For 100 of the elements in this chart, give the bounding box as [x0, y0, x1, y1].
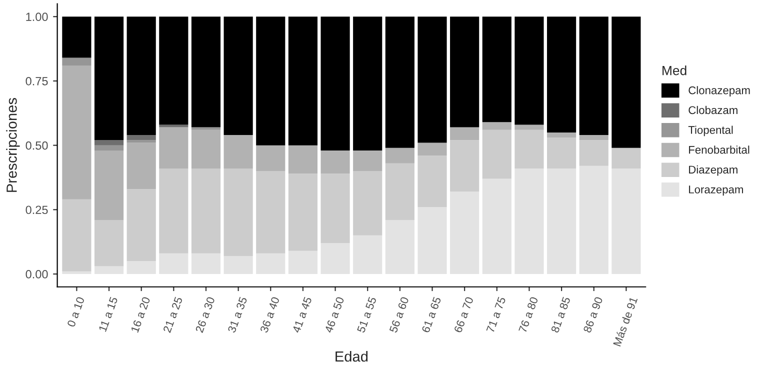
bar: [288, 174, 318, 251]
bar: [126, 189, 156, 262]
x-tick-label: 56 a 60: [389, 296, 409, 334]
bar: [288, 16, 318, 146]
bar: [514, 168, 544, 274]
x-tick-label: 41 a 45: [292, 296, 312, 334]
bar: [353, 16, 382, 150]
bar: [579, 16, 608, 136]
bar: [94, 16, 124, 140]
bar: [320, 150, 350, 174]
bar: [450, 16, 480, 128]
bar: [450, 192, 480, 274]
bar: [94, 145, 124, 150]
bar: [482, 16, 512, 122]
bar: [62, 199, 92, 272]
bar: [579, 166, 608, 274]
x-tick-label: 71 a 75: [486, 296, 506, 333]
bar: [482, 122, 512, 130]
bar: [224, 256, 253, 274]
bar: [256, 145, 286, 172]
bar: [514, 16, 544, 125]
legend-label: Lorazepam: [689, 186, 743, 196]
x-tick-label: 0 a 10: [66, 296, 85, 328]
bar: [191, 127, 221, 130]
bar: [159, 253, 188, 274]
bar: [288, 250, 318, 274]
bar: [353, 171, 382, 236]
x-tick-label: 61 a 65: [422, 296, 442, 333]
bar: [224, 16, 253, 136]
y-axis-title: Prescripciones: [6, 98, 20, 192]
legend-label: Diazepam: [689, 165, 738, 176]
x-tick-label: 86 a 90: [583, 296, 603, 334]
bar: [482, 178, 512, 274]
bar: [385, 220, 414, 274]
bar: [159, 16, 188, 125]
bar: [320, 174, 350, 244]
bar: [418, 16, 447, 143]
bar: [320, 243, 350, 274]
bar: [191, 168, 221, 254]
y-tick-label: 0.25: [26, 206, 48, 214]
bar: [514, 124, 544, 130]
bar: [191, 130, 221, 168]
x-tick-label: 66 a 70: [454, 296, 474, 333]
x-tick-label: 76 a 80: [518, 296, 538, 333]
x-tick-label: Más de 91: [612, 296, 638, 347]
x-tick-label: 21 a 25: [162, 296, 183, 333]
bar: [159, 124, 188, 128]
bar: [353, 235, 382, 274]
bar: [514, 130, 544, 168]
y-tick-label: 1.00: [26, 12, 48, 22]
legend-label: Tiopental: [688, 126, 733, 136]
bar: [612, 168, 641, 274]
bar: [353, 150, 382, 172]
legend-label: Clonazepam: [688, 86, 750, 96]
bar: [418, 142, 447, 156]
bar: [385, 148, 414, 164]
bar: [612, 16, 641, 148]
x-tick-label: 26 a 30: [195, 296, 215, 333]
x-tick-label: 36 a 40: [260, 296, 280, 334]
bar: [126, 135, 156, 140]
x-tick-label: 16 a 20: [130, 296, 150, 333]
x-tick-label: 31 a 35: [228, 296, 248, 334]
y-tick-label: 0.75: [26, 77, 48, 86]
bar: [579, 140, 608, 166]
bar: [94, 220, 124, 266]
x-tick-label: 46 a 50: [324, 296, 344, 334]
y-tick-label: 0.50: [26, 141, 48, 150]
bar: [546, 16, 576, 132]
bar: [546, 168, 576, 274]
bar: [224, 168, 253, 256]
bar: [482, 130, 512, 179]
bar: [418, 207, 447, 274]
bar: [450, 140, 480, 192]
bar: [159, 127, 188, 168]
bar: [62, 66, 92, 200]
y-tick-label: 0.00: [26, 270, 48, 278]
bar: [546, 138, 576, 168]
bar: [126, 140, 156, 143]
bar: [224, 135, 253, 168]
x-axis-title: Edad: [336, 350, 368, 362]
bar: [62, 271, 92, 274]
x-tick-label: 81 a 85: [550, 296, 571, 334]
bar: [256, 253, 286, 274]
bar: [94, 140, 124, 146]
bar: [385, 16, 414, 148]
legend-label: Clobazam: [688, 106, 738, 114]
bar: [288, 145, 318, 174]
bar: [62, 58, 92, 66]
legend-title: Med: [662, 66, 686, 76]
bar: [612, 148, 641, 168]
bar: [94, 150, 124, 220]
bar: [159, 168, 188, 254]
bar: [191, 16, 221, 128]
bar: [126, 16, 156, 136]
bar: [385, 163, 414, 220]
bar: [579, 135, 608, 140]
bar: [62, 16, 92, 58]
bar: [191, 253, 221, 274]
bar: [320, 16, 350, 150]
bar: [256, 171, 286, 254]
